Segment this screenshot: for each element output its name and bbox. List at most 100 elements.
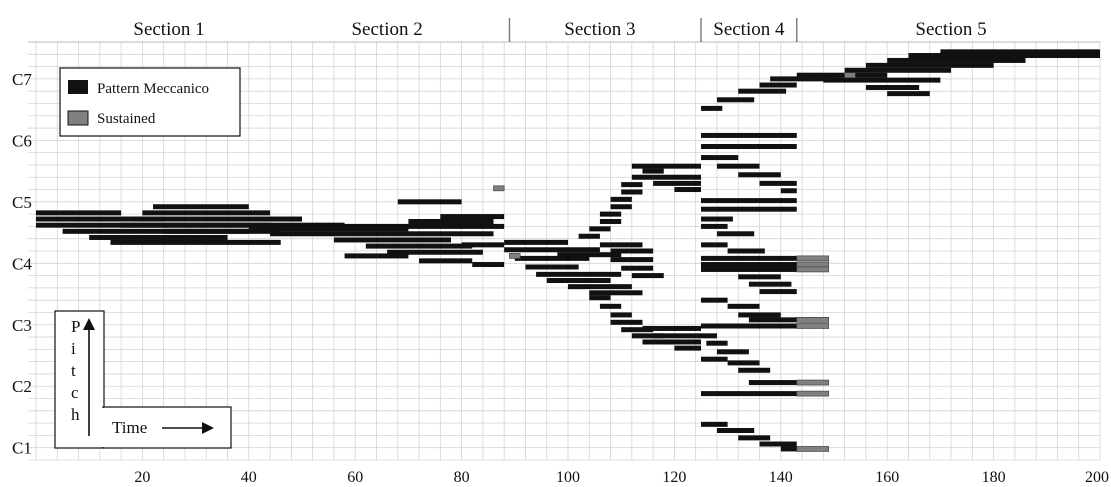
pattern-note — [653, 174, 701, 180]
pattern-note — [642, 325, 701, 331]
x-tick-label: 100 — [556, 469, 580, 486]
pattern-note — [621, 182, 643, 188]
pattern-note — [610, 196, 632, 202]
pattern-note — [525, 264, 579, 270]
pattern-note — [701, 198, 797, 204]
pattern-note — [908, 53, 1100, 59]
pattern-note — [504, 247, 600, 253]
y-tick-label: C4 — [12, 254, 32, 273]
pattern-note — [514, 255, 590, 261]
pattern-note — [440, 214, 505, 220]
sustained-note — [796, 379, 830, 386]
section-label: Section 2 — [351, 19, 422, 40]
pattern-note — [887, 57, 1026, 63]
pattern-note — [621, 327, 654, 333]
pattern-note — [701, 155, 739, 161]
y-tick-label: C3 — [12, 316, 32, 335]
section-labels: Section 1 Section 2 Section 3 Section 4 Sect… — [133, 19, 986, 40]
pattern-note — [940, 49, 1100, 55]
sustained-note — [796, 316, 830, 323]
sustained-note — [796, 323, 830, 329]
pattern-note — [610, 248, 654, 254]
pattern-note — [701, 391, 797, 397]
pattern-note — [759, 82, 797, 88]
pattern-note — [759, 180, 797, 186]
pattern-note — [701, 105, 723, 111]
pattern-note — [738, 312, 781, 318]
pattern-note — [110, 239, 281, 245]
legend-label-pattern-meccanico: Pattern Meccanico — [97, 81, 209, 97]
pattern-note — [599, 211, 622, 217]
pattern-note — [461, 242, 505, 248]
pattern-note — [557, 252, 622, 258]
x-tick-label: 180 — [982, 469, 1006, 486]
pattern-note — [36, 216, 164, 222]
pattern-note — [365, 243, 473, 249]
pattern-note — [701, 333, 717, 339]
pattern-note — [716, 349, 749, 355]
pattern-note — [589, 226, 611, 232]
pattern-note — [759, 441, 797, 447]
pattern-note — [653, 333, 701, 339]
pattern-note — [536, 271, 622, 277]
pattern-note — [344, 253, 409, 259]
pattern-note — [270, 231, 494, 237]
pattern-note — [727, 360, 760, 366]
pattern-note — [408, 218, 494, 224]
section-dividers — [508, 18, 798, 42]
pattern-note — [653, 180, 701, 186]
pattern-note — [701, 206, 797, 212]
pattern-note — [796, 72, 888, 78]
pattern-note — [716, 427, 755, 433]
section-label: Section 5 — [915, 19, 986, 40]
sustained-note — [796, 446, 830, 452]
x-tick-label: 20 — [134, 469, 150, 486]
pattern-note — [738, 367, 771, 373]
pattern-note — [706, 340, 728, 346]
pattern-note — [727, 248, 765, 254]
y-tick-label: C2 — [12, 377, 32, 396]
pattern-note — [716, 163, 760, 169]
pattern-note — [844, 67, 952, 73]
sustained-note — [493, 185, 505, 192]
pattern-note — [599, 303, 622, 309]
note-segments — [36, 49, 1100, 452]
x-tick-label: 80 — [454, 469, 470, 486]
pattern-note — [701, 262, 797, 268]
pattern-note — [865, 62, 994, 68]
pattern-note — [738, 172, 781, 178]
pattern-note — [738, 274, 781, 280]
sustained-note — [796, 255, 830, 262]
pattern-note — [701, 242, 728, 248]
pattern-note — [610, 257, 654, 263]
x-tick-label: 200 — [1085, 469, 1109, 486]
pattern-note — [738, 435, 771, 441]
section-label: Section 1 — [133, 19, 204, 40]
pattern-note — [163, 228, 281, 234]
y-tick-label: C6 — [12, 131, 32, 150]
pattern-note — [504, 239, 568, 245]
pattern-note — [89, 234, 228, 240]
pattern-note — [589, 290, 643, 296]
pattern-note — [397, 199, 462, 205]
pattern-note — [631, 273, 664, 279]
y-tick-label: C7 — [12, 70, 32, 89]
pattern-note — [599, 218, 622, 224]
sustained-note — [844, 72, 856, 79]
pattern-note — [701, 323, 797, 329]
pattern-note — [333, 237, 451, 243]
pattern-note — [780, 446, 797, 452]
pattern-note — [36, 222, 196, 228]
y-tick-label: C1 — [12, 439, 32, 458]
pattern-note — [727, 303, 760, 309]
pattern-note — [642, 339, 675, 345]
pattern-note — [195, 222, 345, 228]
y-axis-labels: C1 C2 C3 C4 C5 C6 C7 — [12, 70, 32, 458]
pattern-note — [865, 84, 920, 90]
pattern-note — [701, 223, 728, 229]
pattern-note — [663, 339, 701, 345]
sustained-note — [796, 266, 830, 273]
pattern-note — [62, 228, 249, 234]
